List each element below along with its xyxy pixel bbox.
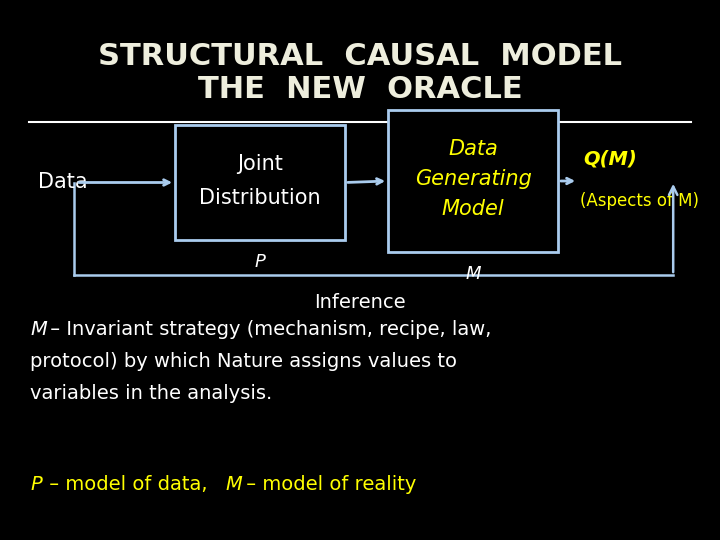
- Text: variables in the analysis.: variables in the analysis.: [30, 384, 272, 403]
- Text: Data: Data: [38, 172, 88, 192]
- Text: Inference: Inference: [314, 293, 406, 312]
- Text: M: M: [465, 265, 481, 283]
- Text: Distribution: Distribution: [199, 187, 321, 207]
- Text: THE  NEW  ORACLE: THE NEW ORACLE: [198, 75, 522, 104]
- Text: Generating: Generating: [415, 169, 531, 189]
- Text: Data: Data: [448, 139, 498, 159]
- Bar: [388, 110, 558, 252]
- Text: protocol) by which Nature assigns values to: protocol) by which Nature assigns values…: [30, 352, 457, 371]
- Text: Model: Model: [441, 199, 504, 219]
- Bar: [175, 125, 345, 240]
- Text: M: M: [225, 476, 242, 495]
- Text: – model of reality: – model of reality: [240, 476, 416, 495]
- Text: (Aspects of M): (Aspects of M): [580, 192, 699, 210]
- Text: Joint: Joint: [237, 154, 283, 174]
- Text: STRUCTURAL  CAUSAL  MODEL: STRUCTURAL CAUSAL MODEL: [98, 42, 622, 71]
- Text: – Invariant strategy (mechanism, recipe, law,: – Invariant strategy (mechanism, recipe,…: [44, 320, 491, 339]
- Text: Q(M): Q(M): [583, 150, 636, 168]
- Text: P: P: [30, 476, 42, 495]
- Text: M: M: [30, 320, 47, 339]
- Text: P: P: [255, 253, 266, 271]
- Text: – model of data,: – model of data,: [43, 476, 214, 495]
